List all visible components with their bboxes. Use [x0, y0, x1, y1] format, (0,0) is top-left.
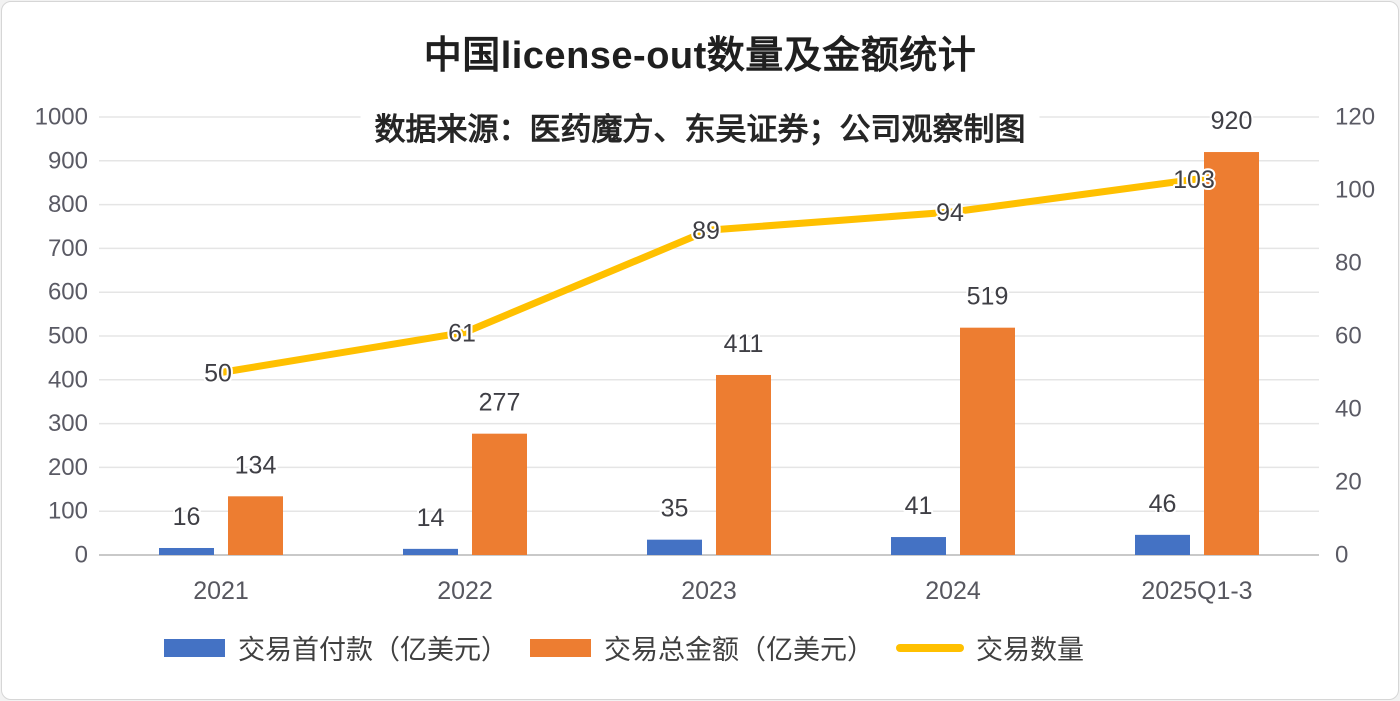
bar-total-amount — [1204, 152, 1259, 556]
y-axis-tick-label-right: 60 — [1335, 323, 1362, 350]
bar-value-label-total: 134 — [235, 451, 277, 479]
bar-value-label-total: 411 — [724, 330, 764, 358]
y-axis-tick-label-left: 800 — [48, 191, 88, 218]
y-axis-tick-label-left: 900 — [48, 147, 88, 174]
bar-value-label-total: 519 — [967, 283, 1009, 311]
bar-value-label-upfront: 14 — [417, 504, 445, 532]
x-axis-label: 2023 — [681, 577, 737, 605]
y-axis-tick-label-right: 100 — [1335, 177, 1375, 204]
y-axis-tick-label-left: 600 — [48, 279, 88, 306]
line-value-label: 94 — [936, 199, 964, 227]
y-axis-tick-label-left: 0 — [75, 542, 88, 569]
deal-count-line — [217, 174, 1210, 376]
y-axis-tick-label-left: 400 — [48, 366, 88, 393]
bar-total-amount — [472, 433, 527, 555]
chart-subtitle: 数据来源：医药魔方、东吴证券；公司观察制图 — [360, 104, 1040, 149]
legend-label-deal-count: 交易数量 — [976, 635, 1084, 665]
y-axis-tick-label-right: 20 — [1335, 469, 1362, 496]
legend-item-total-amount: 交易总金额（亿美元） — [530, 628, 874, 667]
bar-total-amount — [960, 327, 1015, 555]
bar-value-label-total: 277 — [479, 389, 521, 417]
y-axis-tick-label-right: 80 — [1335, 250, 1362, 277]
y-axis-tick-label-left: 300 — [48, 410, 88, 437]
bar-upfront-payment — [891, 537, 946, 555]
legend-swatch-total-amount — [530, 638, 591, 657]
x-axis-label: 2024 — [925, 577, 981, 605]
legend-label-total-amount: 交易总金额（亿美元） — [604, 635, 874, 665]
legend-item-deal-count: 交易数量 — [896, 628, 1084, 667]
bar-upfront-payment — [647, 539, 702, 555]
line-value-label: 50 — [204, 360, 232, 388]
y-axis-tick-label-left: 500 — [48, 323, 88, 350]
x-axis-label: 2021 — [193, 577, 249, 605]
x-axis-label: 2022 — [437, 577, 493, 605]
bar-total-amount — [228, 496, 283, 555]
legend-swatch-upfront-payment — [164, 638, 225, 657]
bar-value-label-total: 920 — [1211, 107, 1253, 135]
bar-value-label-upfront: 46 — [1149, 490, 1177, 518]
bar-upfront-payment — [1135, 534, 1190, 555]
bar-upfront-payment — [403, 548, 458, 555]
bar-total-amount — [716, 374, 771, 555]
chart-legend: 交易首付款（亿美元） 交易总金额（亿美元） 交易数量 — [164, 628, 1084, 667]
line-value-label: 89 — [692, 217, 720, 245]
bar-value-label-upfront: 16 — [173, 503, 201, 531]
x-axis-label: 2025Q1-3 — [1141, 577, 1252, 605]
bar-value-label-upfront: 41 — [905, 492, 933, 520]
y-axis-tick-label-right: 40 — [1335, 396, 1362, 423]
y-axis-tick-label-right: 0 — [1335, 542, 1348, 569]
bar-value-label-upfront: 35 — [661, 495, 689, 523]
legend-swatch-deal-count-line — [896, 643, 964, 652]
y-axis-tick-label-left: 700 — [48, 235, 88, 262]
legend-item-upfront-payment: 交易首付款（亿美元） — [164, 628, 508, 667]
bar-upfront-payment — [159, 547, 214, 555]
line-value-label: 61 — [448, 319, 476, 347]
line-value-label: 103 — [1173, 166, 1215, 194]
y-axis-tick-label-left: 200 — [48, 454, 88, 481]
y-axis-tick-label-left: 100 — [48, 498, 88, 525]
chart-title: 中国license-out数量及金额统计 — [423, 35, 977, 77]
legend-label-upfront-payment: 交易首付款（亿美元） — [238, 635, 508, 665]
y-axis-tick-label-left: 1000 — [35, 104, 88, 131]
y-axis-tick-label-right: 120 — [1335, 104, 1375, 131]
